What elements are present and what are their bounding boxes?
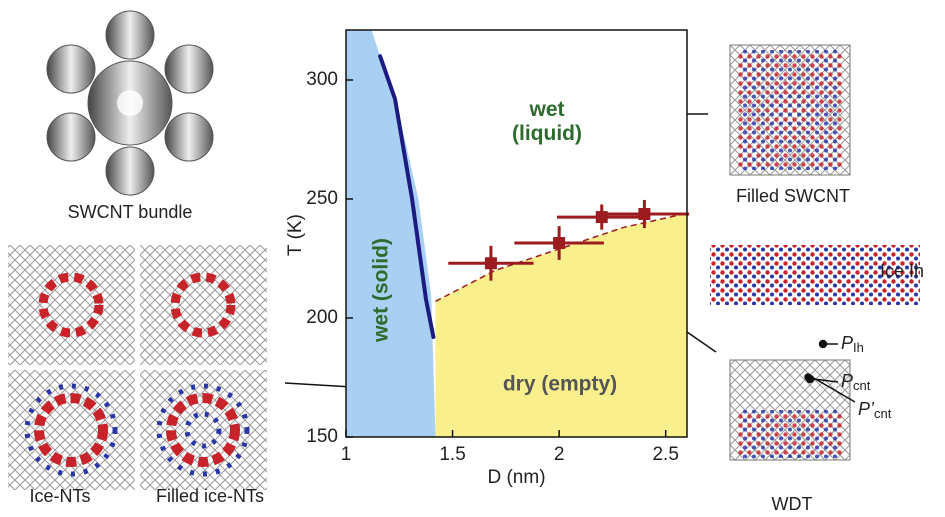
p-label: Pcnt (841, 371, 871, 394)
x-tick-label: 2 (554, 444, 565, 465)
data-point (485, 257, 497, 269)
y-tick-label: 300 (306, 69, 338, 90)
x-axis-label: D (nm) (487, 467, 545, 488)
caption: SWCNT bundle (68, 202, 193, 222)
figure: wet(liquid)dry (empty)wet (solid)11.522.… (0, 0, 945, 517)
y-axis-label: T (K) (285, 214, 306, 256)
data-point (553, 237, 565, 249)
caption: Ice Ih (880, 261, 924, 281)
annotation: dry (empty) (503, 373, 617, 396)
page: {"chart_data": {"type": "phase", "xlabel… (0, 0, 945, 517)
caption: Ice-NTs (29, 486, 90, 506)
data-point (638, 208, 650, 220)
ice-nt-panels (8, 245, 267, 490)
caption: Filled ice-NTs (156, 486, 264, 506)
x-tick-label: 1 (341, 444, 352, 465)
p-label: PIh (841, 333, 864, 356)
y-tick-label: 200 (306, 307, 338, 328)
p-label: P’cnt (858, 399, 892, 422)
y-tick-label: 250 (306, 188, 338, 209)
x-tick-label: 2.5 (652, 444, 678, 465)
y-tick-label: 150 (306, 426, 338, 447)
annotation: wet (solid) (370, 238, 393, 343)
x-tick-label: 1.5 (439, 444, 465, 465)
caption: WDT (772, 494, 813, 514)
bundle-illustration (47, 11, 213, 195)
right-illustrations (710, 45, 920, 460)
caption: Filled SWCNT (736, 186, 850, 206)
